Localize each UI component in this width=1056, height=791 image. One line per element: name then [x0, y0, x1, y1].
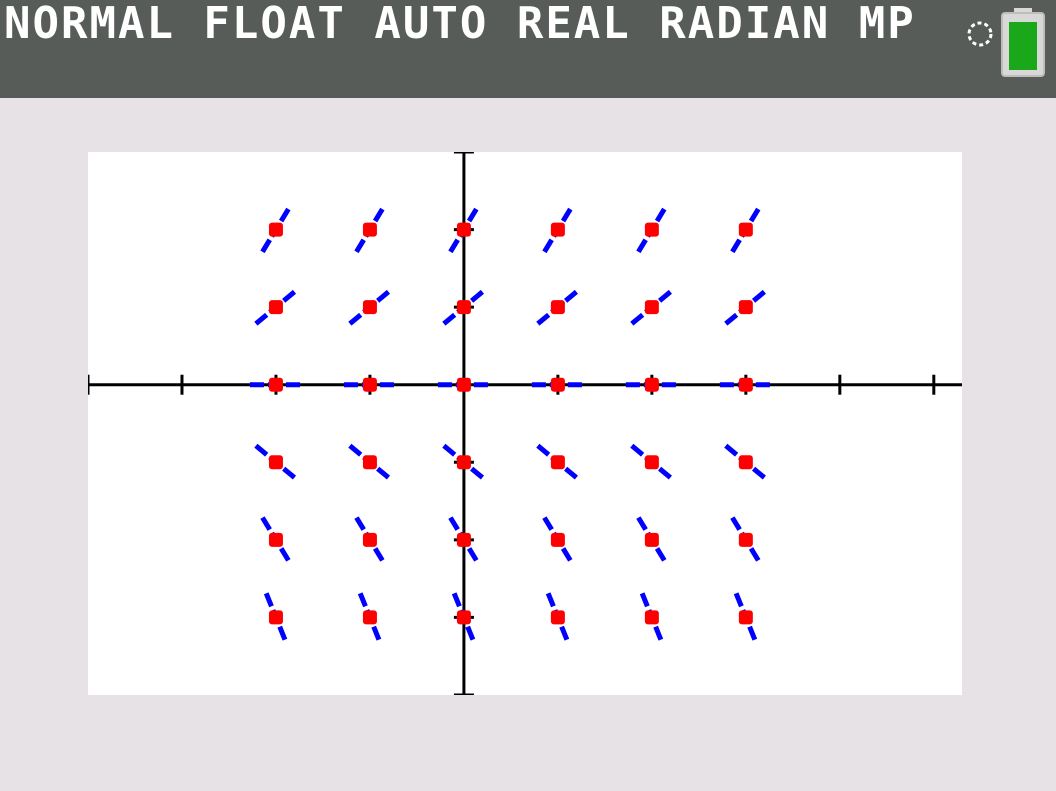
data-point [550, 455, 565, 470]
data-point [456, 610, 471, 625]
data-point [456, 532, 471, 547]
data-point [644, 222, 659, 237]
data-point [362, 532, 377, 547]
data-point [738, 300, 753, 315]
data-point [644, 610, 659, 625]
graph-screen [88, 152, 962, 695]
data-point [456, 455, 471, 470]
data-point [738, 377, 753, 392]
data-point [362, 222, 377, 237]
mode-settings-text: NORMAL FLOAT AUTO REAL RADIAN MP [4, 0, 916, 49]
data-point [456, 300, 471, 315]
data-point [738, 532, 753, 547]
data-point [550, 222, 565, 237]
data-point [550, 377, 565, 392]
slope-field-graph [88, 152, 962, 695]
data-point [644, 300, 659, 315]
data-point [362, 610, 377, 625]
data-point [550, 532, 565, 547]
data-point [268, 610, 283, 625]
data-point [550, 300, 565, 315]
data-point [268, 222, 283, 237]
data-point [268, 300, 283, 315]
data-point [268, 532, 283, 547]
data-point [738, 610, 753, 625]
data-point [362, 300, 377, 315]
data-point [268, 455, 283, 470]
battery-icon [1001, 8, 1045, 77]
battery-level-fill [1009, 22, 1037, 70]
data-point [362, 377, 377, 392]
data-point [550, 610, 565, 625]
status-bar: NORMAL FLOAT AUTO REAL RADIAN MP [0, 0, 1056, 98]
data-point [644, 532, 659, 547]
data-point [644, 455, 659, 470]
data-point [362, 455, 377, 470]
data-point [738, 455, 753, 470]
data-point [644, 377, 659, 392]
data-point [456, 222, 471, 237]
data-point [268, 377, 283, 392]
data-point [738, 222, 753, 237]
data-point [456, 377, 471, 392]
busy-indicator-icon [967, 21, 993, 47]
